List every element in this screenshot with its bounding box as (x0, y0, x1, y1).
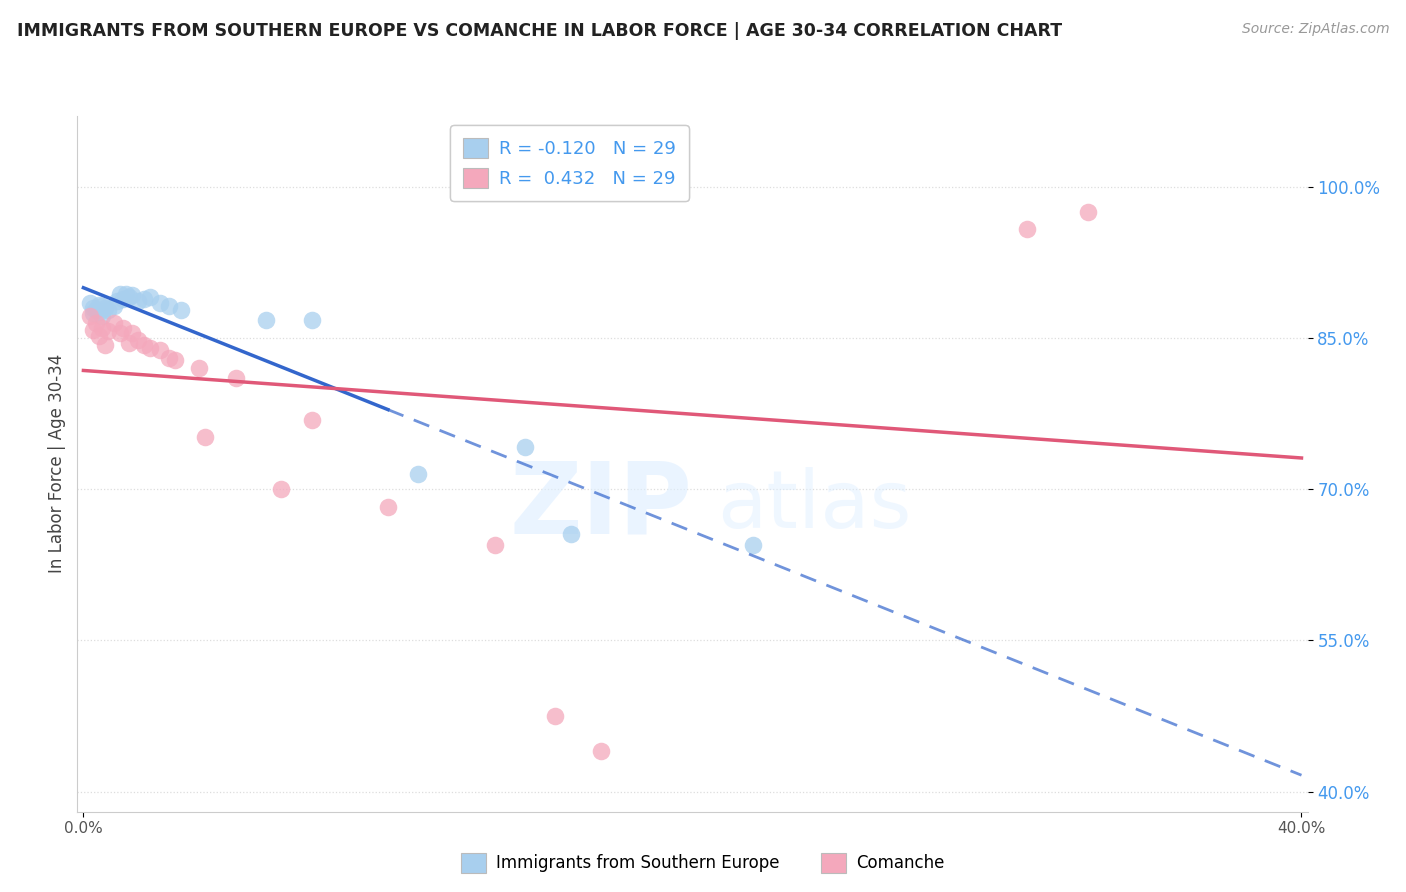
Point (84, 302, 107, 317)
Point (591, 744, 613, 758)
Point (148, 343, 170, 357)
Point (408, 467, 430, 481)
Point (194, 429, 217, 443)
Point (170, 302, 193, 317)
Point (87, 304, 110, 318)
Point (544, 709, 567, 723)
Point (90, 309, 112, 323)
Point (225, 371, 247, 385)
Point (301, 413, 323, 427)
Text: Source: ZipAtlas.com: Source: ZipAtlas.com (1241, 22, 1389, 37)
Point (108, 287, 131, 301)
Point (79, 309, 101, 323)
Point (93, 301, 115, 315)
Point (115, 287, 138, 301)
Point (139, 290, 162, 304)
Point (103, 299, 125, 313)
Point (93, 338, 115, 352)
Point (127, 333, 149, 347)
Point (254, 312, 277, 326)
Point (1017, 222, 1039, 236)
Point (1077, 204, 1099, 219)
Point (560, 527, 582, 541)
Point (163, 353, 186, 368)
Point (121, 288, 143, 302)
Point (742, 537, 765, 551)
Point (377, 500, 399, 515)
Text: IMMIGRANTS FROM SOUTHERN EUROPE VS COMANCHE IN LABOR FORCE | AGE 30-34 CORRELATI: IMMIGRANTS FROM SOUTHERN EUROPE VS COMAN… (17, 22, 1062, 40)
Text: atlas: atlas (717, 467, 911, 545)
Point (90, 299, 112, 313)
Point (79, 295, 101, 310)
Point (103, 316, 125, 330)
Point (111, 320, 134, 334)
Point (97, 302, 120, 317)
Point (484, 537, 506, 551)
Point (82, 323, 104, 337)
Legend: Immigrants from Southern Europe, Comanche: Immigrants from Southern Europe, Comanch… (454, 847, 952, 880)
Point (157, 299, 180, 313)
Point (82, 301, 104, 315)
Point (90, 320, 112, 334)
Point (87, 297, 110, 311)
Text: ZIP: ZIP (509, 457, 693, 554)
Point (513, 440, 536, 454)
Point (301, 312, 323, 326)
Point (188, 361, 211, 376)
Point (139, 341, 162, 355)
Y-axis label: In Labor Force | Age 30-34: In Labor Force | Age 30-34 (48, 354, 66, 574)
Point (87, 328, 110, 343)
Point (121, 326, 143, 340)
Point (270, 482, 292, 496)
Point (127, 294, 149, 309)
Point (118, 290, 141, 304)
Point (105, 294, 128, 309)
Point (82, 305, 104, 319)
Point (134, 293, 156, 307)
Point (84, 316, 107, 330)
Point (108, 326, 131, 340)
Point (97, 324, 120, 338)
Legend: R = -0.120   N = 29, R =  0.432   N = 29: R = -0.120 N = 29, R = 0.432 N = 29 (450, 125, 689, 201)
Point (118, 335, 141, 350)
Point (157, 351, 180, 365)
Point (111, 293, 134, 307)
Point (148, 295, 170, 310)
Point (134, 338, 156, 352)
